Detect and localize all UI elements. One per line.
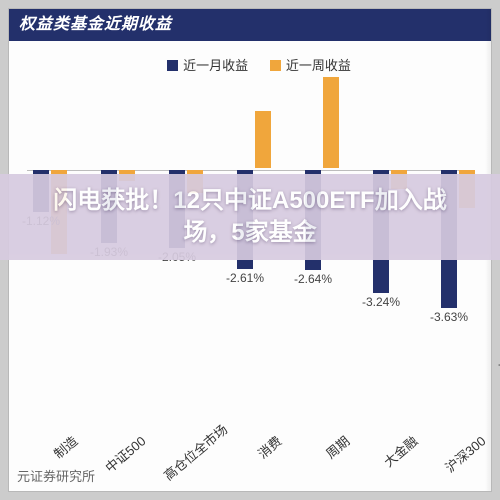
x-axis-label: 高仓位全市场 bbox=[159, 431, 217, 484]
legend: 近一月收益 近一周收益 bbox=[9, 55, 491, 74]
x-axis-label: 中证500 bbox=[91, 431, 149, 484]
legend-label-2: 近一周收益 bbox=[286, 58, 351, 73]
x-axis-label: 大金融 bbox=[363, 431, 421, 484]
headline-text: 闪电获批！12只中证A500ETF加入战场，5家基金 bbox=[30, 185, 470, 250]
legend-label-1: 近一月收益 bbox=[183, 58, 248, 73]
bar-weekly bbox=[323, 77, 339, 168]
x-axis-label: 消费 bbox=[227, 431, 285, 484]
x-axis-label: 周期 bbox=[295, 431, 353, 484]
value-label: -3.24% bbox=[351, 295, 411, 309]
legend-swatch-2 bbox=[270, 60, 281, 71]
x-axis-label: 沪深300 bbox=[431, 431, 489, 484]
source-text: 元证券研究所 bbox=[17, 466, 95, 485]
title-bar: 权益类基金近期收益 bbox=[9, 9, 491, 41]
value-label: -3.63% bbox=[419, 310, 479, 324]
value-label: -2.64% bbox=[283, 272, 343, 286]
headline-overlay: 闪电获批！12只中证A500ETF加入战场，5家基金 bbox=[0, 174, 500, 260]
value-label: -2.61% bbox=[215, 271, 275, 285]
bar-weekly bbox=[255, 111, 271, 168]
legend-swatch-1 bbox=[167, 60, 178, 71]
